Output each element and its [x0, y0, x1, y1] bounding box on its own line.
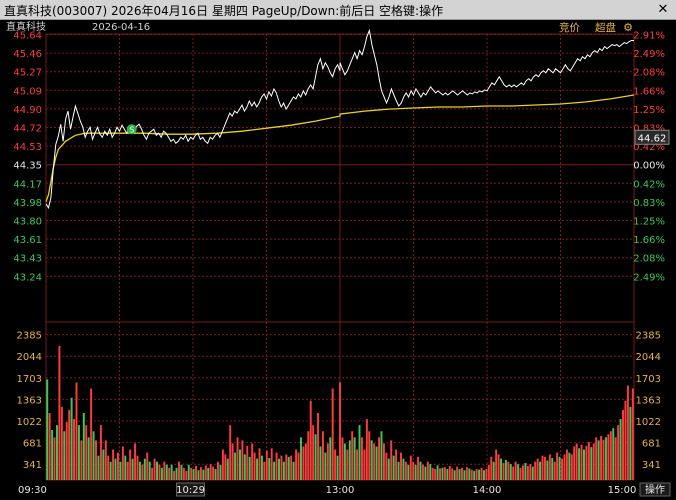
volume-tick-label: 2044: [17, 352, 42, 363]
price-tick-label: 45.09: [13, 86, 42, 97]
average-price-line: [45, 94, 635, 202]
volume-tick-label-right: 341: [642, 460, 661, 471]
time-axis-label: 15:00: [608, 485, 637, 496]
price-tick-label: 45.27: [13, 68, 42, 79]
volume-tick-label-right: 681: [642, 439, 661, 450]
price-tick-label: 44.72: [13, 124, 42, 135]
time-cursor-box: [176, 482, 206, 497]
volume-tick-label-right: 1363: [636, 395, 661, 406]
pct-tick-label: 1.25%: [633, 217, 665, 228]
volume-tick-label-right: 2044: [636, 352, 661, 363]
price-tick-label: 45.46: [13, 49, 42, 60]
price-tick-label: 45.64: [13, 31, 42, 42]
price-tick-label: 43.43: [13, 254, 42, 265]
pct-tick-label: 0.42%: [633, 179, 665, 190]
close-icon[interactable]: ✕: [657, 2, 669, 17]
window-title: 直真科技(003007) 2026年04月16日 星期四 PageUp/Down…: [4, 4, 444, 18]
pct-tick-label: 0.83%: [633, 198, 665, 209]
volume-tick-label-right: 1022: [636, 417, 661, 428]
price-tick-label: 43.24: [13, 272, 42, 283]
stock-name: 直真科技: [6, 20, 46, 33]
pct-tick-label: 0.42%: [633, 142, 665, 153]
signal-label: S: [129, 126, 134, 135]
action-button[interactable]: 操作: [645, 483, 665, 496]
price-tick-label: 44.53: [13, 142, 42, 153]
title-bar: 直真科技(003007) 2026年04月16日 星期四 PageUp/Down…: [0, 0, 676, 20]
volume-tick-label-right: 1703: [636, 374, 661, 385]
last-price-label: 44.62: [638, 133, 667, 144]
intraday-chart[interactable]: 直真科技 2026-04-16 竞价 超盘 ⚙ 45.64 2.91% 45.46 2.49% 4…: [0, 20, 676, 500]
price-tick-label: 44.17: [13, 179, 42, 190]
price-tick-label: 44.90: [13, 105, 42, 116]
time-axis-label: 09:30: [18, 485, 47, 496]
volume-tick-label: 2385: [17, 331, 42, 342]
pct-tick-label: 0.83%: [633, 124, 665, 135]
pct-tick-label: 2.91%: [633, 31, 665, 42]
action-button-box[interactable]: [639, 482, 671, 497]
volume-tick-label-right: 2385: [636, 331, 661, 342]
last-price-box: [634, 129, 670, 145]
volume-tick-label: 1022: [17, 417, 42, 428]
time-axis-label: 10:29: [176, 485, 205, 496]
volume-tick-label: 341: [23, 460, 42, 471]
pct-tick-label: 2.08%: [633, 68, 665, 79]
signal-marker: [126, 124, 137, 135]
volume-tick-label: 681: [23, 439, 42, 450]
super-panel-button[interactable]: 超盘: [595, 21, 616, 34]
pct-tick-label: 1.66%: [633, 86, 665, 97]
price-tick-label: 43.80: [13, 217, 42, 228]
auction-button[interactable]: 竞价: [559, 21, 580, 34]
pct-tick-label: 0.00%: [633, 161, 665, 172]
price-tick-label: 43.61: [13, 235, 42, 246]
price-line: [45, 28, 634, 210]
price-tick-label: 44.35: [13, 161, 42, 172]
gear-icon[interactable]: ⚙: [623, 21, 633, 34]
volume-tick-label: 1363: [17, 395, 42, 406]
time-axis-label: 13:00: [326, 485, 355, 496]
chart-date: 2026-04-16: [92, 22, 150, 33]
pct-tick-label: 2.49%: [633, 49, 665, 60]
pct-tick-label: 1.66%: [633, 235, 665, 246]
price-tick-label: 43.98: [13, 198, 42, 209]
pct-tick-label: 2.08%: [633, 254, 665, 265]
pct-tick-label: 1.25%: [633, 105, 665, 116]
pct-tick-label: 2.49%: [633, 272, 665, 283]
time-axis-label: 14:00: [473, 485, 502, 496]
volume-tick-label: 1703: [17, 374, 42, 385]
